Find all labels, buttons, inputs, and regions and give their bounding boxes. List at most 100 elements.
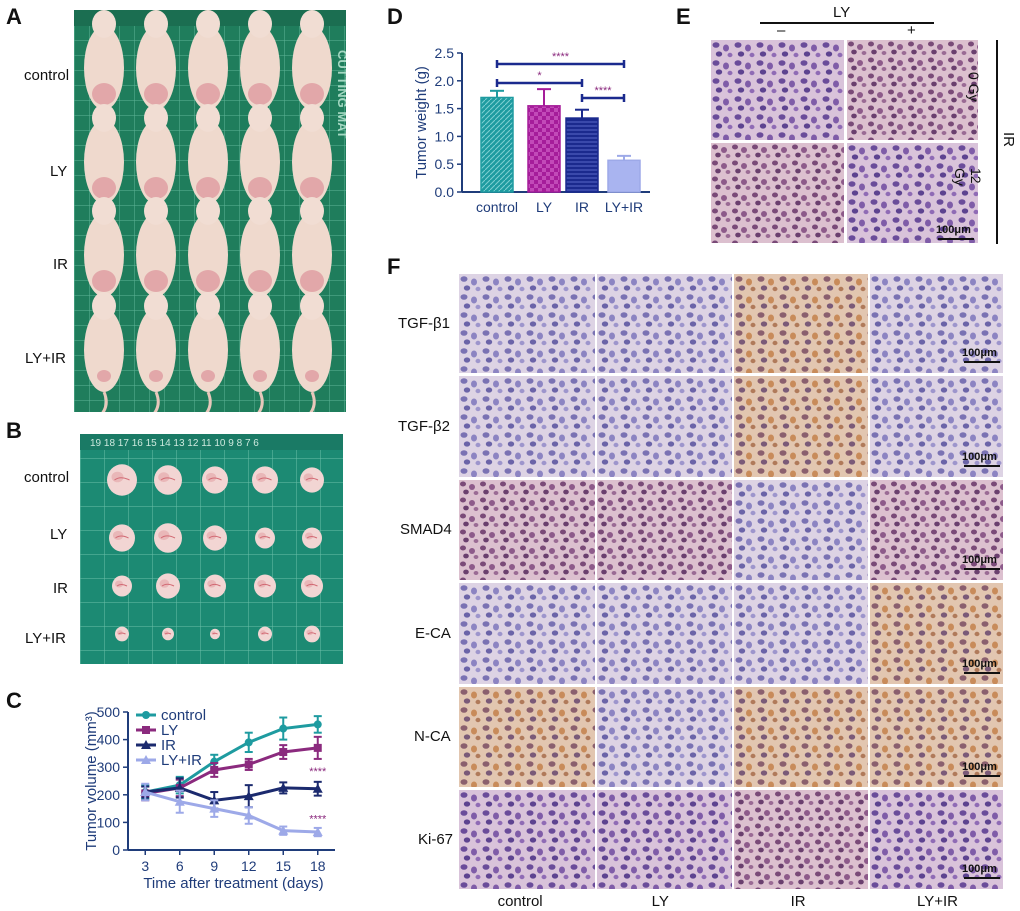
f-scale-bar (964, 568, 1000, 570)
x-tick-label: 9 (210, 858, 218, 874)
mouse (292, 197, 332, 323)
data-point (278, 825, 289, 835)
ihc-tile-e-ca-ir (734, 583, 868, 684)
mouse (136, 292, 176, 412)
significance-lyir: **** (309, 813, 327, 825)
x-tick-label: LY (536, 199, 553, 215)
tumor (254, 574, 276, 598)
ly-minus-label: – (777, 22, 786, 39)
data-point (243, 791, 254, 801)
tumor (115, 626, 129, 642)
mice-photo: CUTTING MAT (74, 10, 346, 412)
data-point (279, 724, 288, 733)
tumor-weight-significance: ********* (495, 51, 626, 102)
ihc-tile-smad4-ir (734, 480, 868, 580)
tumor (154, 465, 182, 495)
f-row-label-smad4: SMAD4 (400, 521, 452, 538)
f-scale-label: 100μm (962, 347, 997, 359)
significance-bracket: **** (580, 85, 626, 102)
e-side-ir: IR (1000, 132, 1017, 147)
data-point (244, 760, 253, 769)
ihc-tile-tgf-b2-ir (734, 376, 868, 477)
legend-label: control (161, 707, 206, 724)
legend-item: LY (136, 722, 178, 739)
legend-label: LY+IR (161, 752, 202, 769)
tumor-volume-series: **** **** (140, 715, 327, 838)
tumor (202, 466, 228, 494)
mat-brand-text: CUTTING MAT (335, 50, 346, 139)
mouse (240, 10, 280, 136)
f-scale-label: 100μm (962, 658, 997, 670)
tumor (255, 527, 275, 549)
y-tick-label: 2.0 (435, 73, 455, 89)
y-tick-label: 200 (97, 787, 121, 803)
series-line (144, 790, 318, 834)
y-tick-label: 300 (97, 759, 121, 775)
mouse (84, 292, 124, 412)
bar-control (480, 96, 514, 193)
f-col-label-ly: LY (651, 893, 669, 910)
panel-label-b: B (6, 418, 22, 443)
y-axis-title: Tumor weight (g) (413, 66, 430, 179)
data-point (244, 738, 253, 747)
tumor (210, 628, 220, 640)
panel-label-a: A (6, 4, 22, 29)
ihc-tile-e-ca-ly-ir (870, 583, 1003, 684)
ir-side-line (996, 40, 998, 244)
y-tick-label: 0.0 (435, 184, 455, 200)
tumor (300, 467, 324, 493)
f-row-label-tgf-b1: TGF-β1 (398, 314, 450, 332)
y-tick-label: 0 (112, 842, 120, 858)
mouse (292, 292, 332, 412)
data-point (312, 783, 323, 793)
x-tick-label: control (476, 199, 518, 215)
significance-label: * (537, 70, 542, 82)
ihc-tile-tgf-b2-ly (597, 376, 732, 477)
ihc-tile-tgf-b1-ly (597, 274, 732, 373)
significance-label: **** (594, 85, 612, 97)
panel-a-row-ir: IR (53, 256, 68, 273)
data-point (313, 720, 322, 729)
e-scale-bar (938, 238, 974, 240)
mouse (136, 197, 176, 323)
panel-label-f: F (387, 254, 401, 279)
y-tick-label: 0.5 (435, 156, 455, 172)
tumor-ruler-text: 19 18 17 16 15 14 13 12 11 10 9 8 7 6 (90, 438, 259, 449)
data-point (279, 748, 288, 757)
f-row-label-ki-67: Ki-67 (418, 830, 454, 848)
e-tile-12gy-minus (711, 143, 844, 243)
e-row-12gy: 12 Gy (952, 168, 984, 186)
bar-IR (565, 117, 599, 193)
f-scale-bar (964, 775, 1000, 777)
mice-group (84, 10, 332, 412)
series-LY+IR (140, 782, 323, 838)
mouse (84, 104, 124, 230)
ihc-tile-ki-67-ly (597, 790, 732, 889)
panel-a-row-control: control (24, 67, 70, 84)
tumor-weight-chart: 0.0 0.5 1.0 1.5 2.0 2.5 Tumor weight (g) contr… (413, 45, 650, 215)
panel-b-row-control: control (24, 469, 70, 486)
bar-LY+IR (607, 159, 641, 193)
ihc-tile-n-ca-control (459, 687, 595, 787)
tumors-group (107, 464, 324, 643)
x-tick-label: 15 (275, 858, 291, 874)
data-point (278, 782, 289, 792)
tumor (302, 527, 322, 549)
f-scale-bar (964, 672, 1000, 674)
y-tick-label: 100 (97, 814, 121, 830)
f-scale-bar (964, 465, 1000, 467)
tumor (258, 626, 272, 642)
mouse (188, 197, 228, 323)
panel-b-row-lyir: LY+IR (25, 630, 66, 647)
legend-item: IR (136, 737, 176, 754)
y-tick-label: 1.5 (435, 101, 455, 117)
data-point (174, 796, 185, 806)
f-scale-label: 100μm (962, 761, 997, 773)
f-scale-bar (964, 877, 1000, 879)
tumor (252, 466, 278, 494)
ihc-tile-n-ca-ly-ir (870, 687, 1003, 787)
panel-label-e: E (676, 4, 691, 29)
